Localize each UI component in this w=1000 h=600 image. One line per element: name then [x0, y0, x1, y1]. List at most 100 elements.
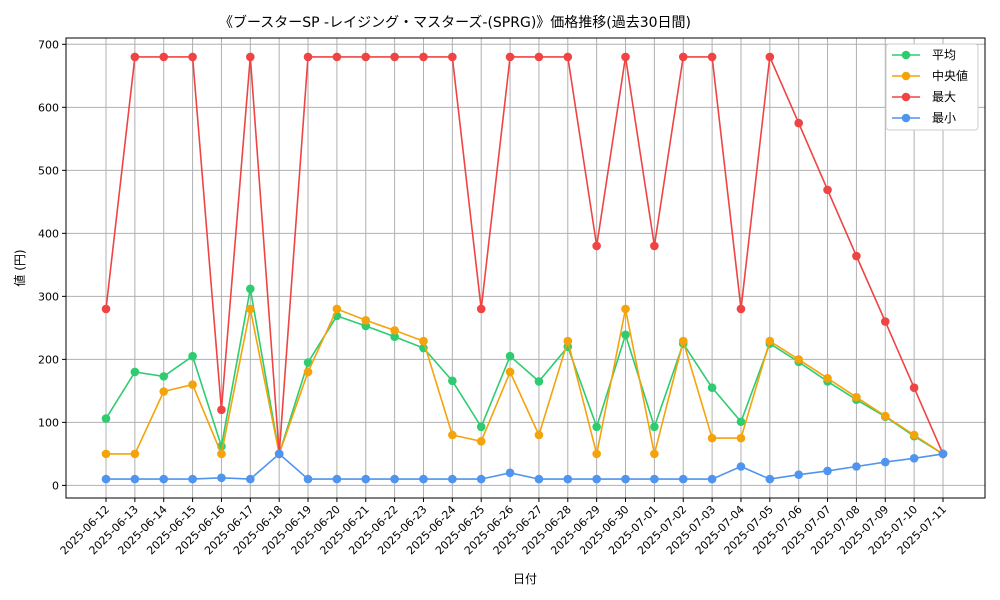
data-point: [361, 316, 371, 325]
data-point: [101, 474, 111, 484]
legend-frame: [885, 43, 979, 131]
data-point: [101, 449, 111, 459]
data-point: [794, 355, 803, 364]
data-point: [332, 474, 342, 484]
data-point: [938, 449, 948, 459]
y-tick-label: 200: [38, 353, 59, 366]
y-axis-label: 値 (円): [12, 249, 27, 286]
data-point: [332, 304, 342, 314]
data-point: [621, 52, 630, 62]
data-point: [303, 474, 313, 484]
data-point: [217, 449, 226, 459]
data-point: [476, 474, 486, 484]
data-point: [217, 405, 226, 415]
data-point: [246, 284, 255, 294]
legend-label: 中央値: [932, 68, 968, 83]
data-point: [505, 367, 515, 377]
data-point: [736, 433, 746, 443]
data-point: [505, 351, 515, 361]
data-point: [505, 468, 515, 478]
data-point: [650, 241, 659, 251]
legend-marker: [901, 50, 911, 60]
data-point: [880, 411, 890, 421]
legend-label: 最大: [932, 90, 956, 104]
data-point: [765, 52, 775, 62]
data-point: [303, 358, 313, 367]
data-point: [419, 474, 428, 484]
data-point: [852, 392, 861, 402]
data-point: [736, 417, 746, 427]
data-point: [476, 436, 486, 446]
data-point: [592, 241, 601, 251]
chart-title: 《ブースターSP -レイジング・マスターズ-(SPRG)》価格推移(過去30日間…: [219, 14, 691, 31]
data-point: [448, 52, 457, 62]
data-point: [707, 383, 717, 393]
data-point: [765, 474, 775, 484]
data-point: [650, 474, 659, 484]
data-point: [274, 449, 284, 459]
data-point: [332, 52, 342, 62]
y-axis: 0 100 200 300 400 500 600 700: [38, 38, 66, 492]
data-point: [678, 474, 688, 484]
data-point: [101, 414, 111, 423]
data-point: [621, 330, 630, 340]
data-point: [448, 376, 457, 386]
series-line: [105, 53, 944, 455]
data-point: [303, 52, 313, 62]
x-axis-label: 日付: [513, 572, 537, 586]
series-line: [106, 307, 944, 457]
data-point: [246, 52, 255, 62]
data-point: [361, 474, 371, 484]
data-point: [707, 433, 717, 443]
series-line: [106, 452, 944, 480]
data-point: [390, 52, 399, 62]
data-point: [534, 52, 544, 62]
data-point: [130, 367, 140, 377]
data-point: [592, 422, 601, 432]
data-point: [621, 474, 630, 484]
data-point: [678, 336, 688, 346]
y-tick-label: 600: [38, 101, 59, 114]
y-tick-label: 700: [38, 38, 59, 51]
data-point: [505, 52, 515, 62]
data-point: [909, 430, 919, 440]
legend-label: 平均: [932, 48, 956, 62]
legend-marker: [901, 92, 911, 102]
data-point: [361, 52, 371, 62]
data-point: [563, 52, 573, 62]
y-tick-label: 100: [38, 416, 59, 429]
data-point: [303, 367, 313, 377]
data-point: [390, 326, 399, 335]
data-point: [448, 430, 457, 440]
plot-frame: [65, 37, 986, 499]
data-point: [217, 473, 226, 483]
data-point: [159, 474, 169, 484]
data-point: [390, 474, 399, 484]
data-point: [246, 474, 255, 484]
data-point: [130, 474, 140, 484]
legend-label: 最小: [932, 111, 956, 125]
data-point: [823, 373, 832, 383]
data-point: [390, 332, 399, 341]
y-tick-label: 500: [38, 164, 59, 177]
data-point: [534, 430, 544, 440]
data-point: [678, 52, 688, 62]
data-point: [476, 422, 486, 432]
data-point: [534, 377, 544, 386]
y-tick-label: 300: [38, 290, 59, 303]
series-line: [105, 288, 944, 455]
legend-marker: [901, 71, 911, 81]
data-point: [419, 52, 428, 62]
data-point: [765, 336, 775, 346]
data-point: [159, 372, 169, 381]
data-point: [592, 474, 601, 484]
data-point: [650, 422, 659, 432]
grid: [66, 38, 985, 498]
data-point: [823, 466, 832, 476]
data-point: [476, 304, 486, 314]
data-point: [188, 380, 197, 389]
data-point: [563, 336, 573, 346]
data-point: [188, 52, 197, 62]
